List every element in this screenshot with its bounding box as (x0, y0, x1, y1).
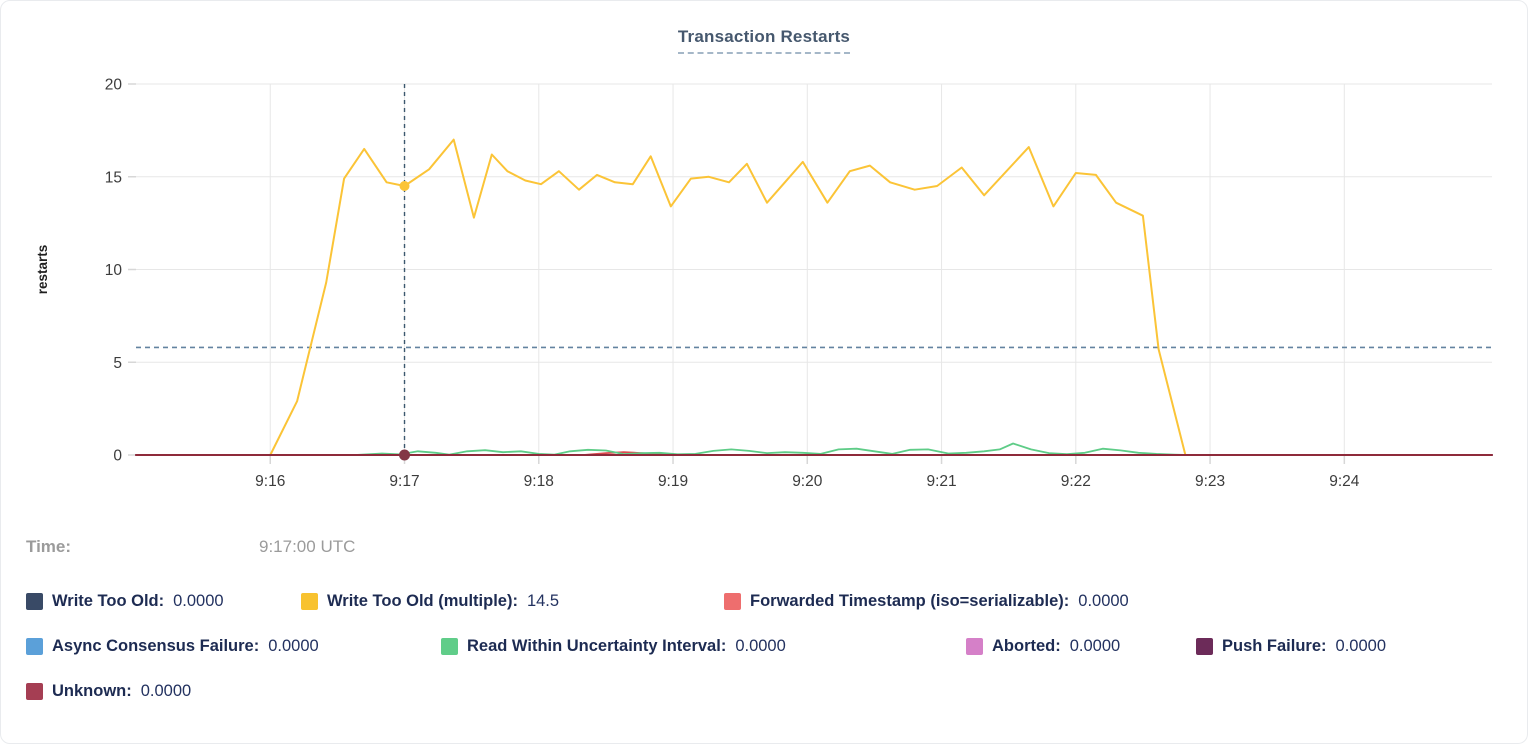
y-tick-label: 0 (113, 448, 122, 465)
x-tick-label: 9:17 (389, 473, 419, 490)
hover-time-row: Time: 9:17:00 UTC (26, 537, 726, 557)
x-tick-label: 9:22 (1061, 473, 1091, 490)
legend-label: Unknown: (52, 682, 132, 700)
legend-row-2: Async Consensus Failure: 0.0000 Read Withi… (26, 637, 1386, 656)
legend-row-3: Unknown: 0.0000 (26, 682, 191, 701)
legend-item: Async Consensus Failure: 0.0000 (26, 637, 441, 656)
legend-value: 0.0000 (268, 637, 319, 655)
legend-swatch (26, 593, 43, 610)
x-tick-label: 9:20 (792, 473, 823, 490)
crosshair-dot-value (399, 181, 410, 192)
legend-label: Write Too Old (multiple): (327, 592, 518, 610)
legend-swatch (966, 638, 983, 655)
legend-value: 14.5 (526, 592, 560, 610)
legend-value: 0.0000 (1078, 592, 1129, 610)
legend-label: Async Consensus Failure: (52, 637, 260, 655)
legend-swatch (441, 638, 458, 655)
x-tick-label: 9:19 (658, 473, 688, 490)
legend-value: 0.0000 (173, 592, 224, 610)
legend-item: Write Too Old: 0.0000 (26, 592, 301, 611)
legend-swatch (1196, 638, 1213, 655)
x-tick-label: 9:24 (1329, 473, 1360, 490)
time-label: Time: (26, 537, 72, 556)
legend-row-1: Write Too Old: 0.0000 Write Too Old (multi… (26, 592, 1129, 611)
y-tick-label: 20 (105, 77, 123, 94)
legend-label: Forwarded Timestamp (iso=serializable): (750, 592, 1070, 610)
legend-item: Write Too Old (multiple): 14.5 (301, 592, 724, 611)
legend-label: Push Failure: (1222, 637, 1327, 655)
legend-swatch (26, 683, 43, 700)
legend-item: Forwarded Timestamp (iso=serializable): 0… (724, 592, 1129, 611)
legend-swatch (301, 593, 318, 610)
legend-value: 0.0000 (1335, 637, 1386, 655)
x-tick-label: 9:18 (524, 473, 554, 490)
legend-label: Aborted: (992, 637, 1061, 655)
legend-swatch (724, 593, 741, 610)
series-line (269, 138, 1187, 456)
legend-item: Push Failure: 0.0000 (1196, 637, 1386, 656)
y-tick-label: 10 (105, 262, 123, 279)
y-tick-label: 5 (113, 355, 122, 372)
legend-item: Unknown: 0.0000 (26, 682, 191, 701)
legend-item: Aborted: 0.0000 (966, 637, 1196, 656)
time-value: 9:17:00 UTC (259, 537, 356, 556)
transaction-restarts-chart[interactable]: 0 5 10 15 20 9:16 9:17 9:18 9:19 9:20 9:21 9:22 9:23… (1, 1, 1528, 516)
y-tick-label: 15 (105, 169, 122, 186)
chart-title-wrap: Transaction Restarts (1, 27, 1527, 54)
legend-item: Read Within Uncertainty Interval: 0.0000 (441, 637, 966, 656)
legend-label: Write Too Old: (52, 592, 165, 610)
x-tick-label: 9:16 (255, 473, 285, 490)
crosshair-dot-zero (399, 449, 411, 461)
legend-value: 0.0000 (140, 682, 192, 700)
series-line (354, 442, 1189, 456)
chart-title[interactable]: Transaction Restarts (677, 27, 851, 54)
legend-label: Read Within Uncertainty Interval: (467, 637, 727, 655)
legend-value: 0.0000 (735, 637, 786, 655)
y-axis-title: restarts (35, 245, 50, 295)
legend-swatch (26, 638, 43, 655)
x-tick-label: 9:21 (926, 473, 956, 490)
x-tick-label: 9:23 (1195, 473, 1225, 490)
legend-value: 0.0000 (1069, 637, 1121, 655)
